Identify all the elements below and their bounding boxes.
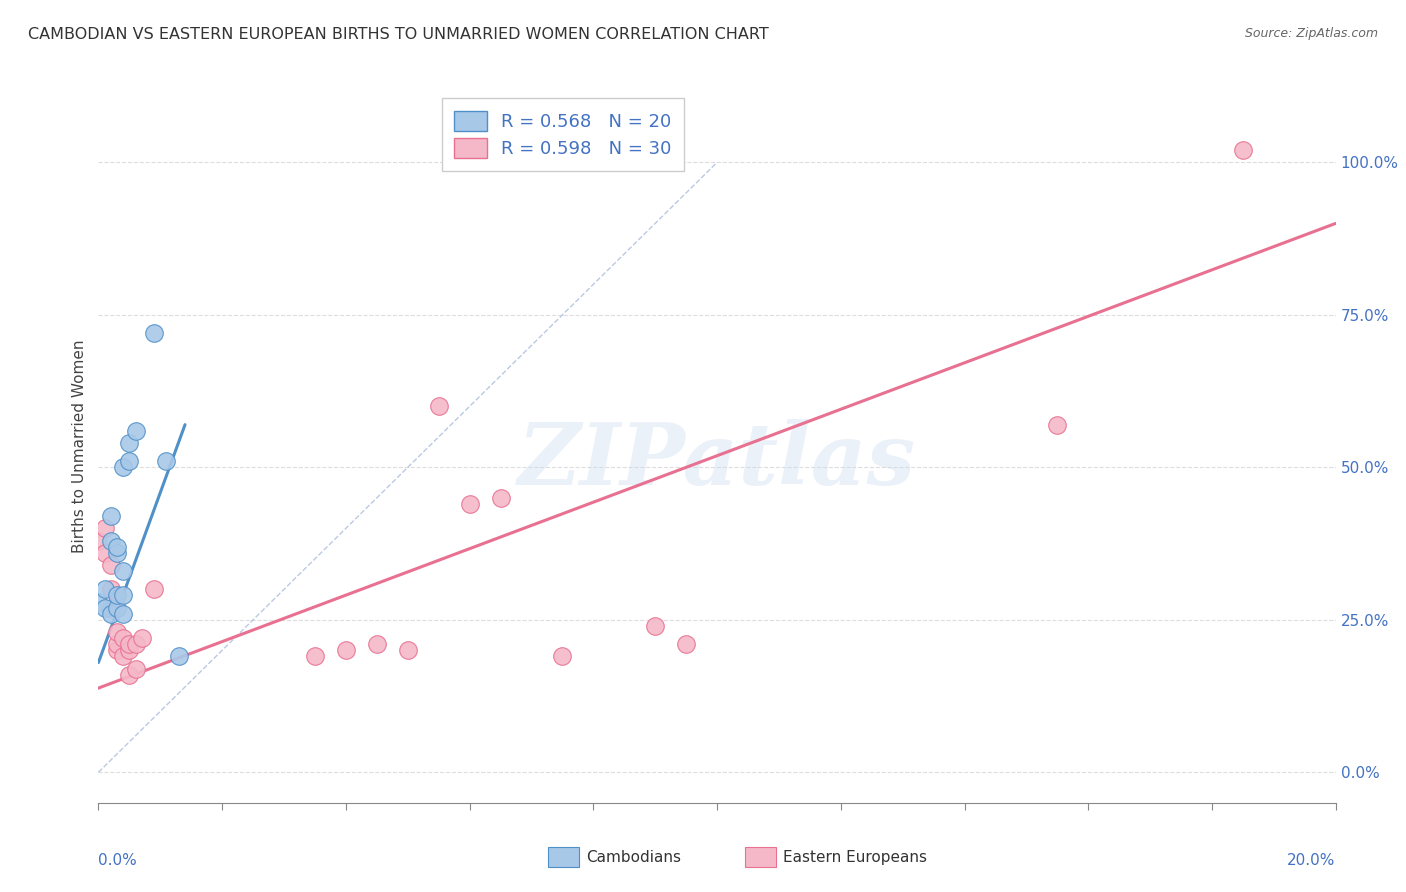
Point	[112, 607, 135, 621]
Point	[118, 637, 141, 651]
Point	[143, 582, 166, 597]
Point	[143, 326, 166, 341]
Point	[100, 533, 122, 548]
Point	[644, 619, 666, 633]
Point	[87, 533, 110, 548]
Point	[100, 607, 122, 621]
Point	[105, 643, 128, 657]
Point	[155, 454, 177, 468]
Point	[112, 564, 135, 578]
Text: ZIPatlas: ZIPatlas	[517, 418, 917, 502]
Text: 20.0%: 20.0%	[1288, 853, 1336, 868]
Point	[335, 643, 357, 657]
Point	[93, 600, 115, 615]
Point	[118, 643, 141, 657]
Point	[118, 454, 141, 468]
Point	[124, 637, 146, 651]
Point	[100, 558, 122, 572]
Point	[112, 460, 135, 475]
Text: Source: ZipAtlas.com: Source: ZipAtlas.com	[1244, 27, 1378, 40]
Point	[304, 649, 326, 664]
Point	[93, 546, 115, 560]
Point	[1232, 143, 1254, 157]
Point	[100, 600, 122, 615]
Point	[131, 631, 153, 645]
Point	[105, 625, 128, 640]
Point	[112, 631, 135, 645]
Point	[105, 546, 128, 560]
Point	[551, 649, 574, 664]
Point	[100, 582, 122, 597]
Point	[118, 436, 141, 450]
Text: CAMBODIAN VS EASTERN EUROPEAN BIRTHS TO UNMARRIED WOMEN CORRELATION CHART: CAMBODIAN VS EASTERN EUROPEAN BIRTHS TO …	[28, 27, 769, 42]
Point	[105, 637, 128, 651]
Point	[105, 600, 128, 615]
Point	[366, 637, 388, 651]
Point	[93, 521, 115, 535]
Text: Cambodians: Cambodians	[586, 850, 682, 864]
Point	[87, 594, 110, 608]
Point	[489, 491, 512, 505]
Point	[458, 497, 481, 511]
Point	[1046, 417, 1069, 432]
Point	[396, 643, 419, 657]
Point	[118, 667, 141, 681]
Point	[105, 589, 128, 603]
Point	[124, 424, 146, 438]
Point	[675, 637, 697, 651]
Point	[100, 509, 122, 524]
Point	[93, 582, 115, 597]
Point	[167, 649, 190, 664]
Point	[427, 400, 450, 414]
Point	[112, 589, 135, 603]
Text: Eastern Europeans: Eastern Europeans	[783, 850, 927, 864]
Text: 0.0%: 0.0%	[98, 853, 138, 868]
Legend: R = 0.568   N = 20, R = 0.598   N = 30: R = 0.568 N = 20, R = 0.598 N = 30	[441, 98, 685, 170]
Point	[105, 540, 128, 554]
Point	[112, 649, 135, 664]
Y-axis label: Births to Unmarried Women: Births to Unmarried Women	[72, 339, 87, 553]
Point	[124, 662, 146, 676]
